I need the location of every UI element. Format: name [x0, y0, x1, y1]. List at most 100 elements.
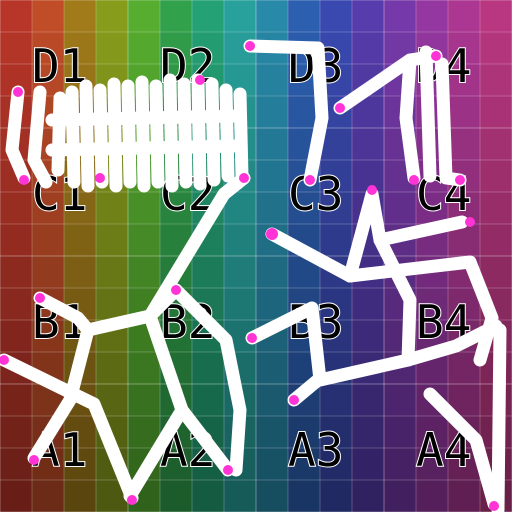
- board-tile: [256, 352, 288, 384]
- board-tile: [416, 288, 448, 320]
- board-tile-shade: [96, 32, 128, 64]
- board-tile-shade: [352, 416, 384, 448]
- board-tile: [256, 192, 288, 224]
- board-tile-shade: [192, 0, 224, 32]
- board-tile: [480, 256, 512, 288]
- line-stroke: [423, 387, 501, 511]
- line-stroke: [243, 39, 329, 187]
- board-tile: [0, 0, 32, 32]
- board-tile: [480, 0, 512, 32]
- board-tile-shade: [352, 0, 384, 32]
- endpoint-dot: [245, 41, 255, 51]
- board-tile: [0, 480, 32, 512]
- board-tile: [64, 480, 96, 512]
- board-tile-shade: [320, 288, 352, 320]
- board-tile-shade: [96, 352, 128, 384]
- scribble-stroke: [191, 73, 207, 191]
- board-tile: [0, 448, 32, 480]
- board-tile: [64, 224, 96, 256]
- board-tile-shade: [128, 224, 160, 256]
- board-tile: [320, 416, 352, 448]
- board-tile: [32, 224, 64, 256]
- board-tile: [0, 32, 32, 64]
- line-stroke: [373, 233, 417, 367]
- board-tile: [448, 480, 480, 512]
- board-tile-shade: [352, 448, 384, 480]
- board-tile-shade: [0, 384, 32, 416]
- board-tile: [64, 192, 96, 224]
- scribble-stroke: [27, 85, 53, 189]
- board-tile-shade: [448, 0, 480, 32]
- endpoint-dot: [455, 175, 465, 185]
- board-tile: [256, 256, 288, 288]
- line-stroke: [399, 53, 421, 185]
- board-tile: [0, 288, 32, 320]
- scribble-stroke: [107, 77, 123, 193]
- board-tile: [480, 128, 512, 160]
- drawn-strokes: [0, 39, 507, 512]
- board-tile: [288, 192, 320, 224]
- board-tile: [256, 160, 288, 192]
- board-tile-shade: [320, 0, 352, 32]
- board-tile-shade: [288, 0, 320, 32]
- board-tile-shade: [320, 32, 352, 64]
- board-tile: [448, 96, 480, 128]
- board-tile-shade: [480, 128, 512, 160]
- board-tile: [64, 0, 96, 32]
- board-tile: [160, 192, 192, 224]
- cell-labels: D1 D2 D3 D4 C1 C2 C3 C4 B1 B2 B3 B4 A1 A…: [31, 38, 472, 478]
- endpoint-dot: [465, 217, 475, 227]
- cell-label-d1: D1: [32, 39, 87, 93]
- stroke-endpoints: [0, 41, 499, 511]
- line-stroke: [491, 323, 507, 512]
- board-tile-shade: [416, 0, 448, 32]
- board-tile: [256, 480, 288, 512]
- board-tile-shade: [64, 256, 96, 288]
- board-tile-shade: [416, 288, 448, 320]
- board-tile: [352, 0, 384, 32]
- board-tile: [160, 32, 192, 64]
- board-tile-shade: [0, 256, 32, 288]
- board-tile-shade: [256, 160, 288, 192]
- board-tile: [96, 0, 128, 32]
- board-tile-shade: [32, 224, 64, 256]
- board-tile-shade: [0, 416, 32, 448]
- board-tile-shade: [160, 32, 192, 64]
- scribble-stroke: [93, 83, 109, 189]
- board-tile: [0, 256, 32, 288]
- board-tile-shade: [416, 480, 448, 512]
- board-tile: [416, 192, 448, 224]
- board-tile: [416, 0, 448, 32]
- board-tile: [480, 64, 512, 96]
- board-tile-shade: [480, 160, 512, 192]
- board-tile: [160, 480, 192, 512]
- board-tile: [384, 416, 416, 448]
- board-tile-shade: [64, 448, 96, 480]
- board-tile-shade: [128, 32, 160, 64]
- endpoint-dot: [223, 465, 233, 475]
- board-tile: [352, 32, 384, 64]
- line-stroke: [463, 255, 499, 367]
- board-tile: [384, 0, 416, 32]
- board-tile-shade: [256, 64, 288, 96]
- board-tile-shade: [32, 32, 64, 64]
- board-tile-shade: [96, 256, 128, 288]
- board-tile: [96, 352, 128, 384]
- board-tile: [256, 0, 288, 32]
- board-tile: [320, 384, 352, 416]
- board-tile: [352, 448, 384, 480]
- scribble-stroke: [51, 91, 67, 177]
- board-tile: [384, 480, 416, 512]
- board-tile: [416, 480, 448, 512]
- board-tile-shade: [352, 160, 384, 192]
- line-stroke: [123, 403, 189, 503]
- endpoint-dot: [305, 175, 315, 185]
- board-tile-shade: [256, 256, 288, 288]
- board-tile-shade: [192, 256, 224, 288]
- board-tile-shade: [320, 224, 352, 256]
- board-tile-shade: [448, 480, 480, 512]
- board-tile: [416, 416, 448, 448]
- board-tile-shade: [352, 288, 384, 320]
